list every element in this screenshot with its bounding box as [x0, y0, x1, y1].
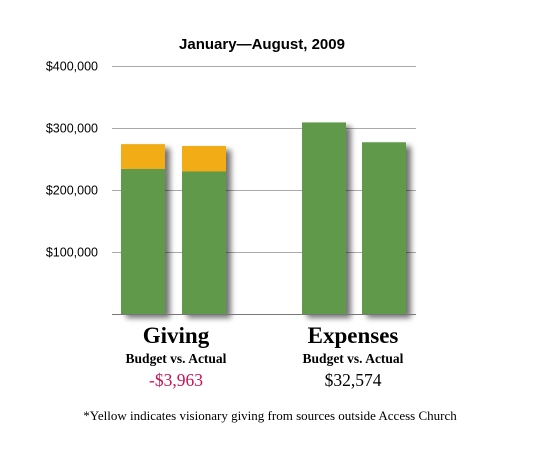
- bar-base-segment: [182, 171, 226, 314]
- bar-1-0: [302, 122, 346, 314]
- group-sublabel-giving: Budget vs. Actual: [126, 351, 227, 366]
- group-label-expenses: Expenses: [308, 323, 399, 348]
- chart-title: January—August, 2009: [179, 36, 345, 53]
- bar-0-0: [121, 144, 165, 314]
- group-label-giving: Giving: [143, 323, 210, 348]
- bar-top-segment: [182, 145, 226, 172]
- bar-top-segment: [121, 144, 165, 169]
- y-tick-label: $100,000: [46, 246, 98, 260]
- y-tick-label: $300,000: [46, 122, 98, 136]
- bar-base-segment: [302, 122, 346, 314]
- bar-base-segment: [121, 168, 165, 314]
- y-tick-label: $200,000: [46, 184, 98, 198]
- y-axis-ticks: $100,000 $200,000 $300,000 $400,000: [46, 60, 98, 260]
- group-difference-expenses: $32,574: [325, 370, 382, 390]
- bar-base-segment: [362, 142, 406, 314]
- group-difference-giving: -$3,963: [149, 370, 203, 390]
- bars: [121, 122, 406, 314]
- group-labels: Giving Budget vs. Actual -$3,963 Expense…: [126, 323, 404, 390]
- y-tick-label: $400,000: [46, 60, 98, 74]
- group-sublabel-expenses: Budget vs. Actual: [303, 351, 404, 366]
- footnote: *Yellow indicates visionary giving from …: [83, 408, 457, 423]
- bar-0-1: [182, 145, 226, 314]
- bar-1-1: [362, 142, 406, 314]
